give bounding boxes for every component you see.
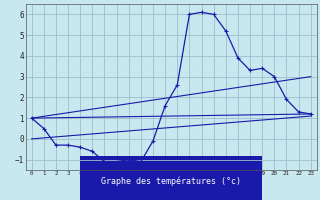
X-axis label: Graphe des températures (°c): Graphe des températures (°c) (101, 176, 241, 186)
